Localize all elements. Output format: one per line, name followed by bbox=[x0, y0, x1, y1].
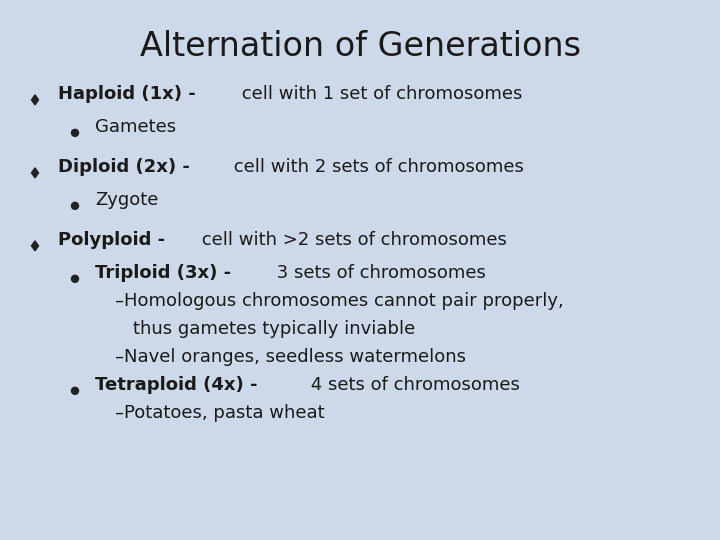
Text: cell with >2 sets of chromosomes: cell with >2 sets of chromosomes bbox=[197, 231, 507, 249]
Text: Triploid (3x) -: Triploid (3x) - bbox=[95, 264, 231, 282]
Text: Zygote: Zygote bbox=[95, 191, 158, 209]
Text: Polyploid -: Polyploid - bbox=[58, 231, 165, 249]
Text: 3 sets of chromosomes: 3 sets of chromosomes bbox=[271, 264, 485, 282]
Text: –Navel oranges, seedless watermelons: –Navel oranges, seedless watermelons bbox=[115, 348, 466, 366]
Text: Haploid (1x) -: Haploid (1x) - bbox=[58, 85, 196, 103]
Polygon shape bbox=[32, 95, 38, 105]
Circle shape bbox=[71, 202, 78, 210]
Text: –Homologous chromosomes cannot pair properly,: –Homologous chromosomes cannot pair prop… bbox=[115, 292, 564, 310]
Text: thus gametes typically inviable: thus gametes typically inviable bbox=[133, 320, 415, 338]
Circle shape bbox=[71, 275, 78, 282]
Text: Tetraploid (4x) -: Tetraploid (4x) - bbox=[95, 376, 258, 394]
Text: 4 sets of chromosomes: 4 sets of chromosomes bbox=[305, 376, 520, 394]
Circle shape bbox=[71, 130, 78, 137]
Circle shape bbox=[71, 387, 78, 394]
Text: –Potatoes, pasta wheat: –Potatoes, pasta wheat bbox=[115, 404, 325, 422]
Polygon shape bbox=[32, 241, 38, 251]
Text: cell with 1 set of chromosomes: cell with 1 set of chromosomes bbox=[235, 85, 522, 103]
Text: Alternation of Generations: Alternation of Generations bbox=[140, 30, 580, 63]
Text: Diploid (2x) -: Diploid (2x) - bbox=[58, 158, 190, 176]
Polygon shape bbox=[32, 168, 38, 178]
Text: Gametes: Gametes bbox=[95, 118, 176, 136]
Text: cell with 2 sets of chromosomes: cell with 2 sets of chromosomes bbox=[228, 158, 524, 176]
